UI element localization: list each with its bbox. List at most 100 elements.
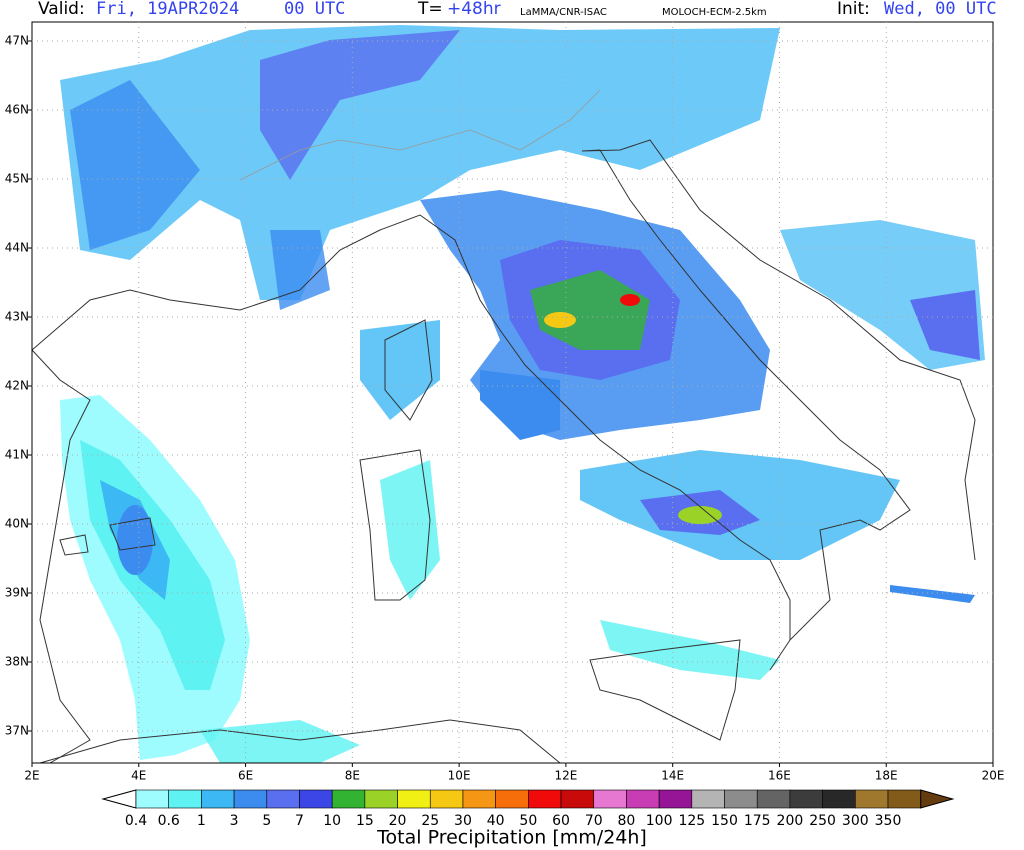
precip-area (530, 270, 650, 350)
colorbar-label: 125 (678, 813, 705, 829)
colorbar-label: 15 (356, 813, 374, 829)
lon-label: 18E (875, 769, 898, 783)
colorbar-label: 80 (618, 813, 636, 829)
precip-area (360, 320, 440, 420)
colorbar-label: 250 (809, 813, 836, 829)
colorbar-label: 25 (421, 813, 439, 829)
colorbar-label: 0.4 (125, 813, 147, 829)
precip-area (200, 720, 360, 763)
colorbar-label: 70 (585, 813, 603, 829)
precip-area (910, 290, 980, 360)
coastline (39, 719, 561, 763)
colorbar-swatch (266, 789, 300, 809)
colorbar-label: 10 (323, 813, 341, 829)
colorbar-swatch (331, 789, 366, 809)
island (59, 534, 89, 556)
valid-time: 00 UTC (284, 0, 345, 19)
colorbar-label: 30 (454, 813, 472, 829)
island (384, 319, 433, 421)
precip-area (678, 506, 722, 524)
map-area (32, 22, 993, 763)
lon-label: 20E (982, 769, 1005, 783)
colorbar: 0.4 0.6 1 3 5 7 10 15 20 25 30 40 50 60 70 80 100 125 150 1… (101, 789, 955, 829)
colorbar-swatch (495, 789, 529, 809)
colorbar-label: 200 (777, 813, 804, 829)
colorbar-swatch (397, 789, 431, 809)
colorbar-swatch (789, 789, 823, 809)
precip-area (620, 294, 640, 306)
border (239, 89, 601, 181)
colorbar-label: 350 (875, 813, 902, 829)
colorbar-swatch (658, 789, 693, 809)
colorbar-label: 5 (262, 813, 271, 829)
lon-label: 4E (131, 769, 146, 783)
lat-label: 42N (5, 379, 29, 393)
colorbar-label: 50 (519, 813, 537, 829)
lat-label: 44N (5, 241, 29, 255)
lon-label: 12E (554, 769, 577, 783)
colorbar-label: 3 (230, 813, 239, 829)
lead-label: T= (417, 0, 443, 19)
colorbar-swatch (135, 789, 169, 809)
colorbar-swatch (168, 789, 202, 809)
colorbar-label: 100 (646, 813, 673, 829)
precip-area (270, 230, 330, 310)
lat-label: 40N (5, 517, 29, 531)
init-label: Init: (837, 0, 870, 19)
colorbar-label: 175 (744, 813, 771, 829)
colorbar-swatch (233, 789, 268, 809)
lon-label: 16E (768, 769, 791, 783)
lat-label: 47N (5, 34, 29, 48)
colorbar-swatch (756, 789, 791, 809)
colorbar-title: Total Precipitation [mm/24h] (376, 827, 647, 849)
precip-area (70, 80, 200, 250)
precip-area (117, 505, 153, 575)
lat-label: 38N (5, 655, 29, 669)
colorbar-swatch (560, 789, 595, 809)
colorbar-swatch (691, 789, 725, 809)
colorbar-label: 1 (197, 813, 206, 829)
lat-label: 41N (5, 448, 29, 462)
precip-area (544, 312, 576, 328)
colorbar-label: 40 (487, 813, 505, 829)
lat-label: 45N (5, 172, 29, 186)
init-value: Wed, 00 UTC (884, 0, 997, 19)
lon-label: 6E (238, 769, 253, 783)
valid-date: Fri, 19APR2024 (96, 0, 239, 19)
island (589, 639, 741, 741)
lon-label: 10E (448, 769, 471, 783)
lon-label: 14E (661, 769, 684, 783)
colorbar-label: 150 (711, 813, 738, 829)
precip-area (260, 30, 460, 180)
lead-value: +48hr (447, 0, 501, 19)
source: LaMMA/CNR-ISAC (520, 7, 607, 18)
colorbar-label: 60 (552, 813, 570, 829)
colorbar-swatch (528, 789, 562, 809)
precip-area (600, 620, 780, 680)
colorbar-end (920, 789, 955, 809)
island (359, 449, 431, 601)
colorbar-swatch (429, 789, 464, 809)
colorbar-swatch (364, 789, 398, 809)
precip-area (890, 585, 975, 603)
lon-label: 2E (24, 769, 39, 783)
lat-label: 43N (5, 310, 29, 324)
lat-label: 37N (5, 724, 29, 738)
coastline (32, 349, 91, 763)
colorbar-swatch (724, 789, 758, 809)
graticule: 2E 4E 6E 8E 10E 12E 14E 16E 18E 20E 37N 38N 39N 40N 41… (5, 22, 1005, 783)
colorbar-swatch (462, 789, 496, 809)
colorbar-swatch (822, 789, 856, 809)
precip-area (380, 460, 440, 600)
colorbar-label: 7 (295, 813, 304, 829)
lat-label: 39N (5, 586, 29, 600)
colorbar-end (101, 789, 137, 809)
colorbar-swatch (855, 789, 889, 809)
colorbar-swatch (626, 789, 660, 809)
lon-label: 8E (345, 769, 360, 783)
map-frame (31, 21, 994, 764)
colorbar-label: 20 (389, 813, 407, 829)
coastline (32, 139, 976, 671)
valid-label: Valid: (38, 0, 85, 19)
